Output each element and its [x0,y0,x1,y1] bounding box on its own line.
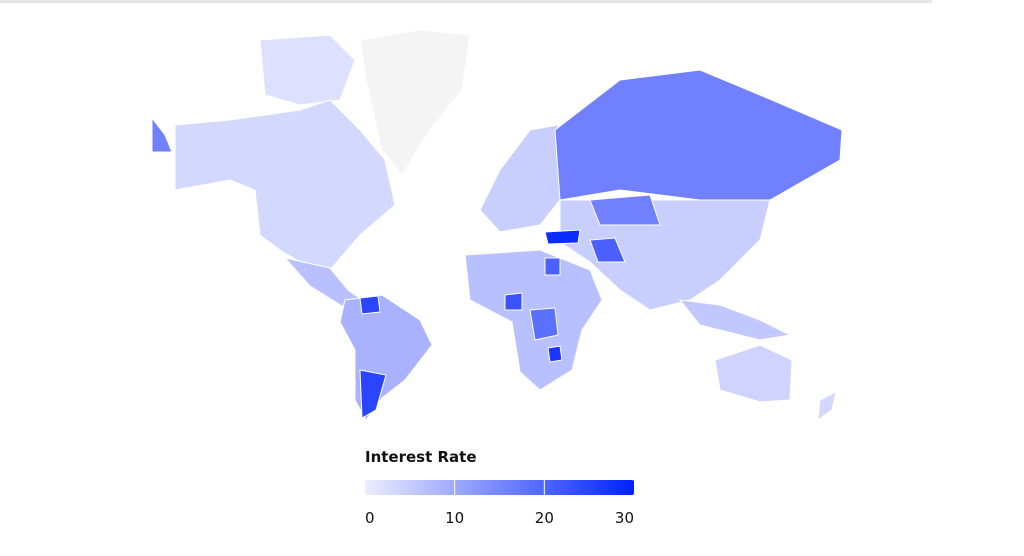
north-america [174,99,396,271]
southeast-asia-islands [678,299,792,341]
egypt [544,257,561,276]
turkey [544,229,581,245]
legend-title: Interest Rate [365,448,477,466]
venezuela [359,295,381,315]
zimbabwe [547,345,563,363]
tick-label: 0 [365,509,375,527]
color-scale [365,480,634,495]
legend: Interest Rate [365,448,634,495]
central-asia [589,194,661,226]
new-zealand [817,391,837,422]
tick-label: 30 [615,509,634,527]
south-america [339,294,433,421]
europe [479,124,561,233]
arctic-islands [259,34,356,106]
argentina [359,369,387,419]
alaska-tip [151,116,173,153]
top-bar [0,0,932,3]
russia [554,69,843,201]
tick-label: 10 [445,509,464,527]
iran [589,237,626,263]
greenland [359,29,471,176]
australia [714,344,793,403]
congo [529,307,559,341]
asia [559,199,771,311]
world-map [151,29,843,422]
nigeria [504,292,523,311]
tick-label: 20 [535,509,554,527]
